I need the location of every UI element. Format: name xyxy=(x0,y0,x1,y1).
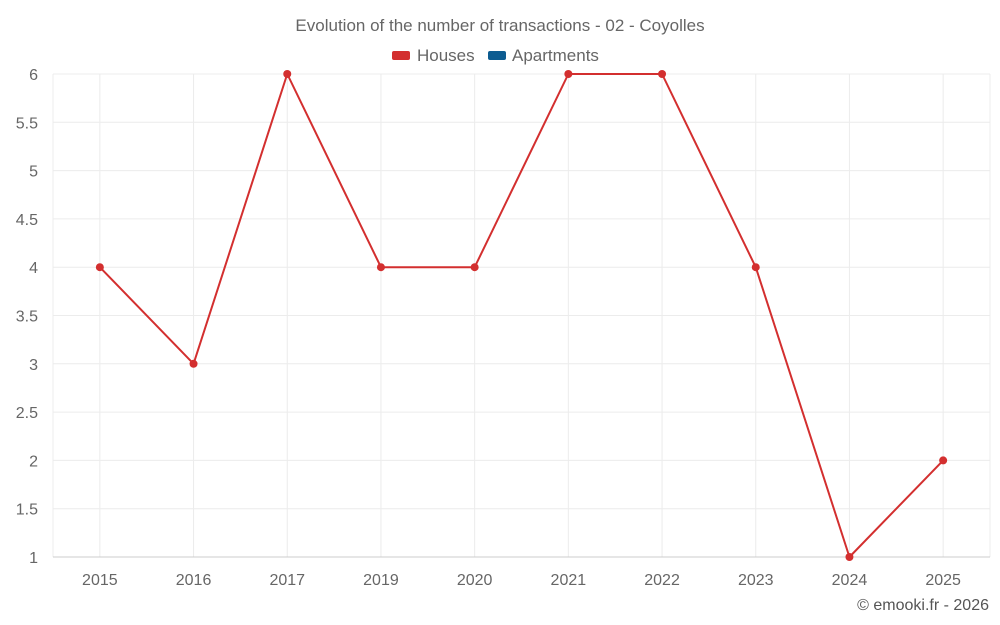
legend: Houses Apartments xyxy=(392,46,599,65)
x-tick-label: 2025 xyxy=(925,572,961,589)
y-tick-label: 4.5 xyxy=(16,212,38,229)
data-point[interactable] xyxy=(95,263,104,272)
y-tick-label: 6 xyxy=(29,67,38,84)
x-tick-label: 2019 xyxy=(363,572,399,589)
x-tick-label: 2015 xyxy=(82,572,118,589)
x-tick-label: 2022 xyxy=(644,572,680,589)
data-point[interactable] xyxy=(658,70,667,78)
series-line-houses xyxy=(99,73,944,558)
y-tick-label: 1 xyxy=(29,550,38,567)
y-tick-label: 4 xyxy=(29,260,38,277)
x-tick-label: 2020 xyxy=(457,572,493,589)
y-tick-label: 5.5 xyxy=(16,115,38,132)
y-tick-label: 2 xyxy=(29,453,38,470)
legend-label-apartments: Apartments xyxy=(512,46,599,65)
y-tick-label: 2.5 xyxy=(16,405,38,422)
y-tick-label: 5 xyxy=(29,164,38,181)
data-point[interactable] xyxy=(939,456,948,465)
data-point[interactable] xyxy=(845,553,854,561)
legend-item-apartments[interactable]: Apartments xyxy=(488,46,599,65)
x-tick-label: 2021 xyxy=(551,572,587,589)
credit-text: © emooki.fr - 2026 xyxy=(857,597,989,614)
x-tick-label: 2017 xyxy=(269,572,305,589)
data-point[interactable] xyxy=(283,70,292,78)
legend-label-houses: Houses xyxy=(417,46,475,65)
legend-item-houses[interactable]: Houses xyxy=(392,46,475,65)
data-point[interactable] xyxy=(189,359,198,368)
data-point[interactable] xyxy=(751,263,760,272)
x-tick-label: 2023 xyxy=(738,572,774,589)
chart-title: Evolution of the number of transactions … xyxy=(295,16,704,35)
legend-swatch-houses xyxy=(392,51,410,60)
axes: 1 1.5 2 2.5 3 3.5 4 4.5 5 5.5 6 2015 2016 2017 2019 202… xyxy=(16,67,990,589)
series-houses xyxy=(95,70,948,561)
x-tick-label: 2024 xyxy=(832,572,868,589)
data-point[interactable] xyxy=(376,263,385,272)
y-tick-label: 1.5 xyxy=(16,502,38,519)
x-tick-label: 2016 xyxy=(176,572,212,589)
grid xyxy=(52,73,991,558)
legend-swatch-apartments xyxy=(488,51,506,60)
y-tick-label: 3.5 xyxy=(16,309,38,326)
data-point[interactable] xyxy=(564,70,573,78)
data-point[interactable] xyxy=(470,263,479,272)
y-tick-label: 3 xyxy=(29,357,38,374)
